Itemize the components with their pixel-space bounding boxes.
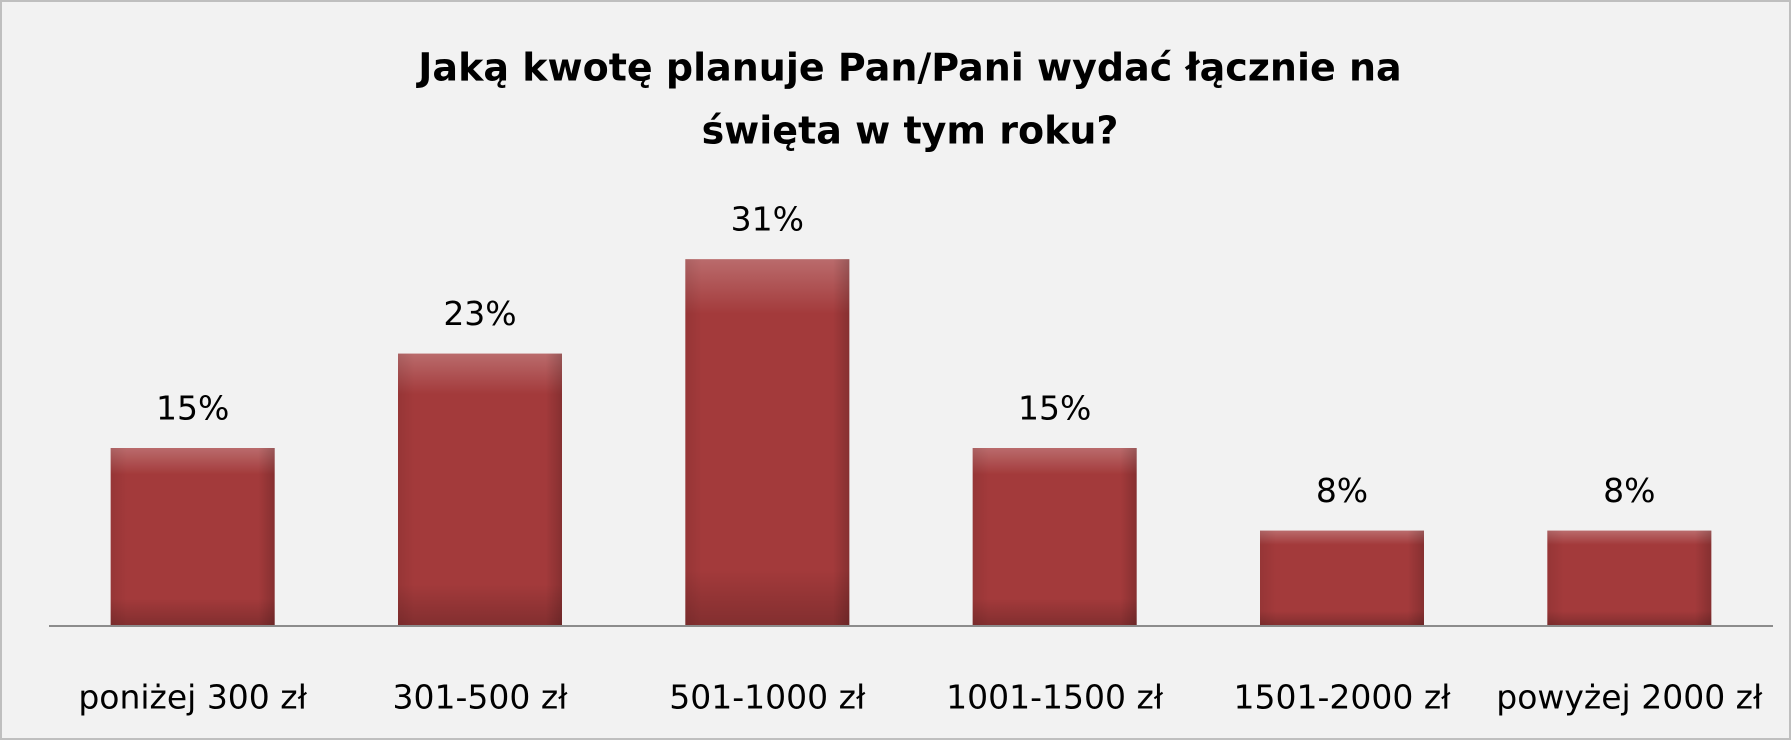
- chart-title: Jaką kwotę planuje Pan/Pani wydać łączni…: [415, 46, 1401, 90]
- x-tick-label: 1001-1500 zł: [946, 678, 1164, 717]
- x-tick-label: poniżej 300 zł: [78, 678, 307, 717]
- data-label: 8%: [1316, 471, 1368, 510]
- data-label: 15%: [1018, 389, 1091, 428]
- bar-shade: [1547, 530, 1712, 625]
- bar-shade: [685, 259, 850, 625]
- data-label: 23%: [443, 294, 516, 333]
- data-label: 31%: [731, 200, 804, 239]
- bar-shade: [110, 448, 275, 625]
- x-tick-label: powyżej 2000 zł: [1496, 678, 1763, 717]
- data-label: 8%: [1603, 471, 1655, 510]
- x-tick-label: 301-500 zł: [392, 678, 568, 717]
- bar-shade: [1260, 530, 1424, 625]
- x-tick-label: 1501-2000 zł: [1233, 678, 1451, 717]
- chart-title: święta w tym roku?: [702, 109, 1119, 153]
- bar-shade: [972, 448, 1137, 625]
- x-tick-label: 501-1000 zł: [669, 678, 866, 717]
- data-label: 15%: [156, 389, 229, 428]
- bar-shade: [398, 353, 562, 625]
